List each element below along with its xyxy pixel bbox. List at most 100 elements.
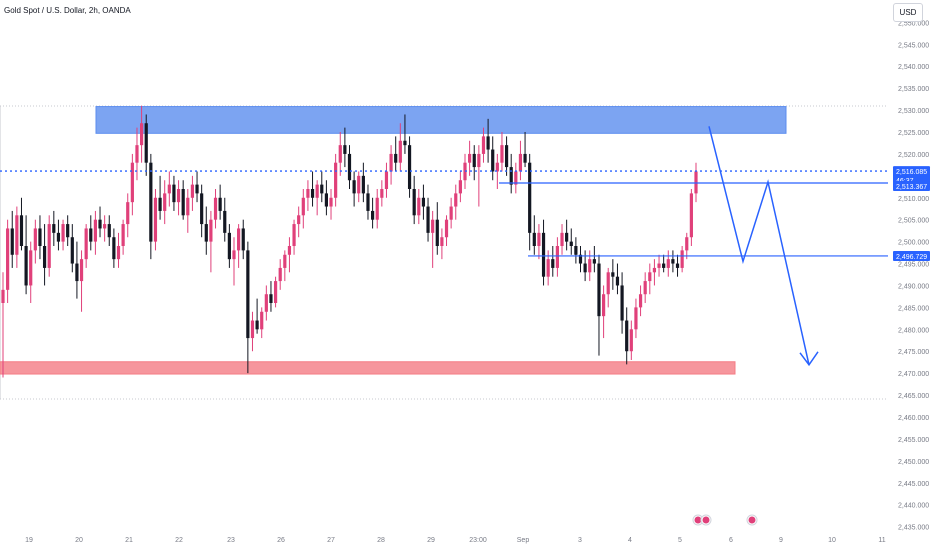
candle xyxy=(301,189,305,229)
price-tick-label: 2,530.000 xyxy=(898,108,929,115)
candle xyxy=(19,197,24,251)
candle xyxy=(241,219,245,260)
candle-body xyxy=(241,228,245,251)
candle xyxy=(144,114,148,176)
candle xyxy=(33,219,37,264)
candle xyxy=(569,228,573,255)
candle-body xyxy=(375,197,379,220)
candle xyxy=(75,241,79,299)
candle xyxy=(167,171,171,207)
candle xyxy=(643,272,647,303)
candle-body xyxy=(560,232,564,246)
price-tick-label: 2,550.000 xyxy=(898,20,929,27)
candle-body xyxy=(209,219,213,242)
candle-body xyxy=(592,259,596,264)
candle xyxy=(620,272,624,334)
candle xyxy=(629,320,633,360)
candle-body xyxy=(371,210,375,220)
candle xyxy=(140,105,144,163)
candle-body xyxy=(75,263,79,282)
candle xyxy=(532,215,536,255)
candle-body xyxy=(426,206,430,233)
candle-body xyxy=(588,259,592,273)
time-tick-label: 10 xyxy=(828,537,836,544)
candle-body xyxy=(10,228,14,255)
candle xyxy=(652,259,657,286)
candle xyxy=(384,162,389,198)
candle-body xyxy=(287,246,292,255)
candle-body xyxy=(135,145,139,163)
candle-body xyxy=(186,197,190,216)
candle xyxy=(666,250,670,277)
candle-body xyxy=(555,246,559,268)
time-tick-label: 11 xyxy=(878,537,885,544)
candle-body xyxy=(435,219,439,246)
level-tag-lower-bg xyxy=(893,250,930,261)
candle-body xyxy=(615,276,620,286)
candle-body xyxy=(56,232,61,242)
candle xyxy=(52,210,56,246)
price-tick-label: 2,445.000 xyxy=(898,481,929,488)
candle-body xyxy=(33,228,37,251)
candle xyxy=(98,206,102,238)
candle xyxy=(662,254,666,273)
price-axis[interactable]: 2,550.000 2,545.000 2,540.000 2,535.000 2,53… xyxy=(888,0,932,532)
candle-body xyxy=(61,224,65,242)
candle xyxy=(343,127,347,168)
candle-body xyxy=(19,215,24,246)
time-tick-label: 9 xyxy=(779,537,783,544)
candle xyxy=(583,250,587,282)
candle-body xyxy=(583,263,587,273)
price-tick-label: 2,510.000 xyxy=(898,196,929,203)
candle xyxy=(431,210,435,268)
candle-body xyxy=(200,193,204,225)
candle-body xyxy=(130,162,134,203)
candle xyxy=(209,210,213,273)
support-zone xyxy=(0,361,736,375)
candle xyxy=(366,184,370,220)
currency-button[interactable]: USD xyxy=(893,3,923,22)
candlesticks xyxy=(1,105,698,378)
candle-body xyxy=(477,153,481,168)
candle xyxy=(389,145,393,185)
candle-body xyxy=(662,263,666,268)
candle-body xyxy=(569,241,573,246)
candle-body xyxy=(680,250,684,268)
candle xyxy=(29,241,33,303)
candle xyxy=(638,285,643,317)
candle-body xyxy=(273,281,278,303)
candle-body xyxy=(306,189,310,198)
candle xyxy=(565,219,569,251)
candle-body xyxy=(606,272,610,295)
candle-body xyxy=(315,184,319,198)
candle xyxy=(625,307,629,365)
time-axis[interactable]: 19 20 21 22 23 26 27 28 29 23:00 Sep 3 4 5 6 9 10 11 xyxy=(25,537,886,544)
candle-body xyxy=(597,263,601,317)
candle-body xyxy=(47,224,51,268)
price-tick-label: 2,475.000 xyxy=(898,349,929,356)
candle xyxy=(93,210,97,255)
candle-body xyxy=(468,153,472,163)
candle xyxy=(449,197,453,229)
candle-body xyxy=(403,140,407,146)
candle xyxy=(218,184,222,220)
price-tick-label: 2,520.000 xyxy=(898,152,929,159)
candle xyxy=(375,189,379,229)
candle xyxy=(611,259,615,290)
price-tick-label: 2,485.000 xyxy=(898,305,929,312)
candle-body xyxy=(301,197,305,216)
economic-events[interactable] xyxy=(692,514,758,526)
candle xyxy=(495,153,499,189)
us-flag-icon xyxy=(746,514,758,526)
horizontal-lines xyxy=(0,170,888,257)
candle-body xyxy=(504,145,509,168)
candle xyxy=(514,162,518,194)
time-tick-label: 29 xyxy=(427,537,435,544)
level-tag-upper-bg xyxy=(893,181,930,192)
time-tick-label: 19 xyxy=(25,537,33,544)
candle xyxy=(518,140,523,181)
candle-body xyxy=(689,193,693,238)
candle xyxy=(634,298,638,339)
